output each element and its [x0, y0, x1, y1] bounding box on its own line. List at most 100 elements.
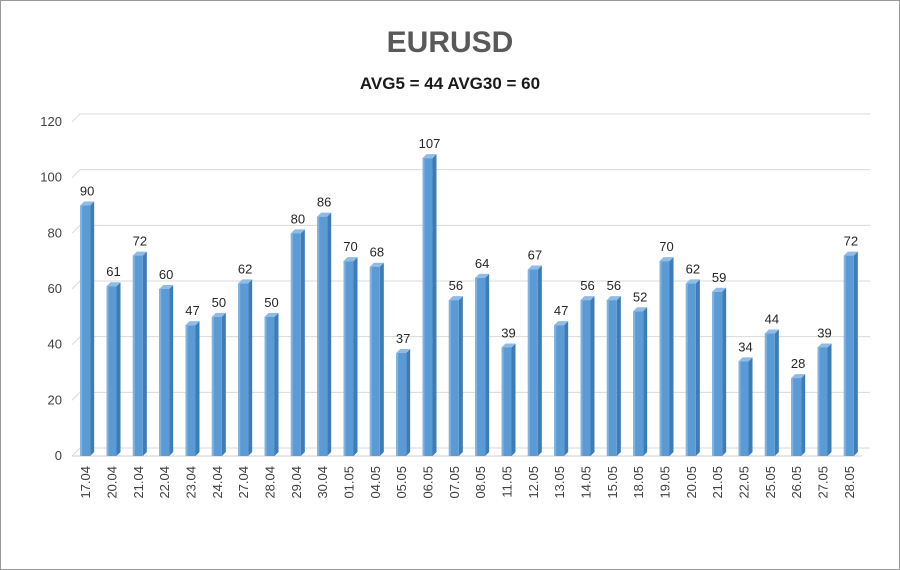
y-tick-label: 40 [48, 337, 62, 352]
bar-side [511, 343, 516, 456]
bar-top [448, 296, 463, 301]
data-label: 64 [475, 256, 489, 271]
bar-highlight [501, 347, 504, 456]
x-tick-label: 06.05 [421, 466, 436, 499]
data-label: 70 [659, 239, 673, 254]
y-tick-label: 0 [55, 448, 62, 463]
bar-side [300, 229, 305, 456]
bar-front [290, 233, 301, 456]
bar-top [80, 201, 95, 206]
data-label: 28 [791, 356, 805, 371]
x-tick-label: 01.05 [342, 466, 357, 499]
bar-side [248, 279, 253, 456]
x-tick-label: 21.04 [131, 466, 146, 499]
bar-highlight [106, 286, 109, 456]
bar [554, 321, 569, 456]
data-label: 80 [291, 211, 305, 226]
bar-front [501, 347, 512, 456]
bar [817, 343, 832, 456]
data-label: 107 [419, 136, 441, 151]
bar [80, 201, 95, 456]
chart-subtitle: AVG5 = 44 AVG30 = 60 [359, 74, 541, 93]
data-label: 56 [580, 278, 594, 293]
x-tick-label: 11.05 [500, 466, 515, 498]
bar-highlight [80, 205, 83, 456]
bar [185, 321, 200, 456]
bar-side [195, 321, 200, 456]
bar-highlight [290, 233, 293, 456]
x-tick-label: 14.05 [579, 466, 594, 499]
bar-top [396, 349, 411, 354]
bar-front [554, 325, 565, 456]
data-label: 50 [212, 295, 226, 310]
bar-highlight [738, 361, 741, 456]
bar-top [422, 154, 437, 159]
bar-front [580, 300, 591, 456]
bar [106, 282, 121, 456]
bar-top [764, 329, 779, 334]
bar-top [211, 312, 226, 317]
bar-top [106, 282, 121, 287]
bar [501, 343, 516, 456]
bar-top [159, 285, 174, 289]
bar-front [738, 361, 749, 456]
bar [659, 257, 674, 456]
bar [238, 279, 253, 456]
bar [369, 262, 384, 456]
bar-side [406, 349, 411, 456]
bar-front [264, 316, 275, 456]
x-tick-label: 27.04 [236, 466, 251, 499]
y-tick-label: 60 [48, 281, 62, 296]
bar-highlight [159, 289, 162, 456]
bar-side [748, 357, 753, 456]
bar-top [290, 229, 305, 234]
x-tick-label: 18.05 [631, 466, 646, 499]
x-tick-label: 19.05 [658, 466, 673, 499]
x-axis-ticks: 17.04 20.04 21.04 22.04 23.04 24.04 27.04 28.04… [78, 466, 857, 499]
data-label: 44 [765, 312, 779, 327]
bar-side [90, 201, 95, 456]
bar-side [774, 329, 779, 456]
bar-side [327, 212, 332, 456]
data-label: 56 [607, 278, 621, 293]
data-label: 90 [80, 184, 94, 199]
data-label: 56 [449, 278, 463, 293]
bar-highlight [712, 291, 715, 456]
bar-front [396, 353, 407, 456]
bar-highlight [791, 378, 794, 456]
bar-highlight [527, 269, 530, 456]
bar-front [369, 266, 380, 456]
x-tick-label: 27.05 [816, 466, 831, 499]
x-tick-label: 26.05 [789, 466, 804, 499]
data-label: 52 [633, 289, 647, 304]
bar-highlight [317, 216, 320, 456]
bar-highlight [764, 333, 767, 456]
bar-side [564, 321, 569, 456]
x-tick-label: 05.05 [394, 466, 409, 499]
bar-front [448, 300, 459, 456]
bar-side [142, 251, 147, 456]
bar-highlight [659, 261, 662, 456]
gridline-side [71, 169, 81, 179]
x-tick-label: 07.05 [447, 466, 462, 499]
data-labels: 90 61 72 60 47 50 62 50 80 86 70 68 37 107 56 64 39 67 47 5… [80, 136, 858, 371]
bar [475, 273, 490, 456]
bar-front [80, 205, 91, 456]
x-tick-label: 15.05 [605, 466, 620, 499]
bar-front [317, 216, 328, 456]
bar-side [169, 285, 174, 456]
bar-side [722, 287, 727, 456]
chart-title: EURUSD [386, 26, 514, 59]
bar-front [132, 255, 143, 456]
x-tick-label: 29.04 [289, 466, 304, 499]
bar-highlight [817, 347, 820, 456]
bar-front [633, 311, 644, 456]
bar-side [379, 262, 384, 456]
bar [317, 212, 332, 456]
bar-highlight [264, 316, 267, 456]
y-tick-label: 120 [40, 114, 62, 129]
bar-front [791, 378, 802, 456]
x-tick-label: 13.05 [552, 466, 567, 499]
bar-top [369, 262, 384, 267]
